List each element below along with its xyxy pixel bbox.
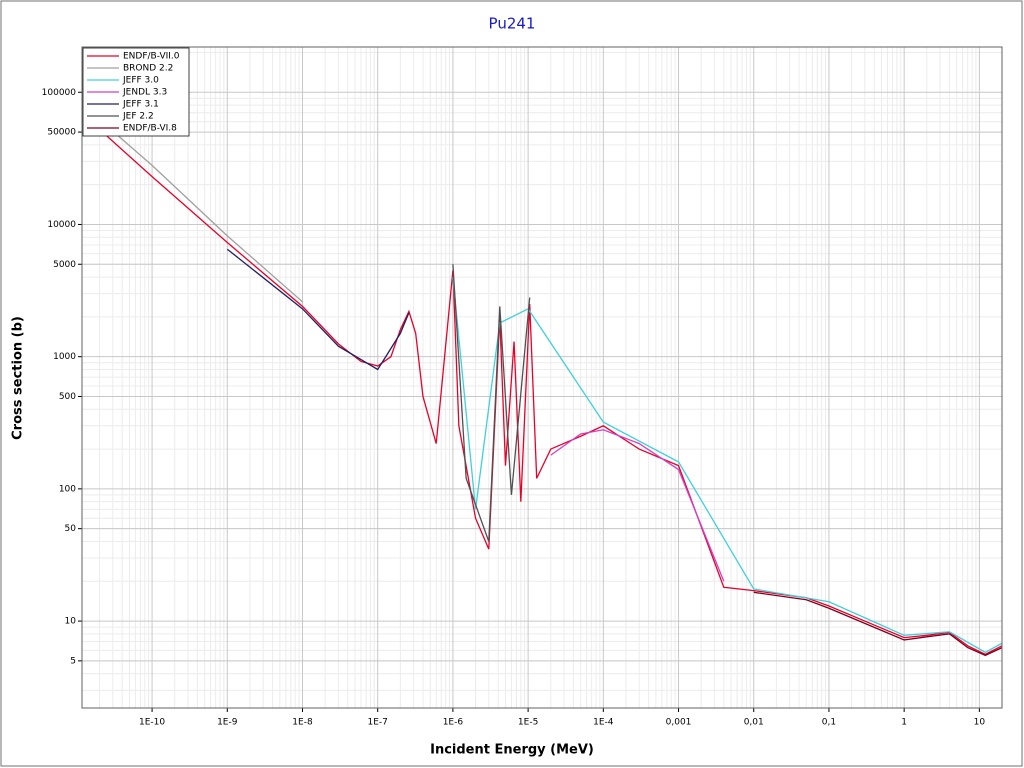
- x-tick-label: 1E-10: [139, 718, 165, 728]
- x-tick-label: 1E-4: [593, 718, 614, 728]
- legend-label: JENDL 3.3: [122, 88, 167, 98]
- legend-label: JEFF 3.0: [122, 76, 159, 86]
- y-tick-label: 50000: [47, 128, 76, 138]
- y-tick-label: 100: [59, 484, 76, 494]
- series-line: [753, 591, 1002, 657]
- chart-title: Pu241: [489, 15, 536, 33]
- legend-label: JEF 2.2: [122, 112, 154, 122]
- plot-area: [82, 104, 1002, 657]
- x-tick-label: 1E-6: [443, 718, 464, 728]
- series-line: [452, 277, 1002, 654]
- legend: ENDF/B-VII.0 BROND 2.2 JEFF 3.0 JENDL 3.3 JE…: [82, 47, 190, 137]
- x-tick-label: 0,1: [822, 718, 836, 728]
- y-tick-label: 10: [65, 617, 77, 627]
- grid: [82, 47, 1002, 708]
- y-tick-label: 5000: [53, 260, 76, 270]
- y-tick-label: 5: [70, 656, 76, 666]
- legend-label: ENDF/B-VI.8: [123, 124, 177, 134]
- plot-border: [81, 46, 1003, 709]
- axes: 1E-10 1E-9 1E-8 1E-7 1E-6 1E-5 1E-4 0,001 0,01 0,…: [42, 46, 1003, 728]
- y-axis-label: Cross section (b): [11, 316, 26, 440]
- x-tick-label: 1: [901, 718, 907, 728]
- x-tick-label: 1E-9: [217, 718, 238, 728]
- series-line: [226, 248, 410, 371]
- x-tick-label: 1E-7: [368, 718, 388, 728]
- x-axis-label: Incident Energy (MeV): [430, 743, 594, 758]
- y-tick-label: 100000: [42, 88, 77, 98]
- y-tick-label: 500: [59, 392, 76, 402]
- series-line: [452, 264, 531, 542]
- x-tick-label: 0,001: [666, 718, 692, 728]
- x-tick-label: 10: [974, 718, 986, 728]
- y-tick-label: 1000: [53, 352, 76, 362]
- legend-label: JEFF 3.1: [122, 100, 159, 110]
- x-tick-label: 1E-5: [518, 718, 538, 728]
- x-tick-label: 0,01: [744, 718, 764, 728]
- x-tick-label: 1E-8: [292, 718, 313, 728]
- legend-label: BROND 2.2: [123, 64, 173, 74]
- series-line: [550, 429, 725, 582]
- y-tick-label: 10000: [47, 220, 76, 230]
- legend-label: ENDF/B-VII.0: [123, 52, 180, 62]
- y-tick-label: 50: [65, 524, 77, 534]
